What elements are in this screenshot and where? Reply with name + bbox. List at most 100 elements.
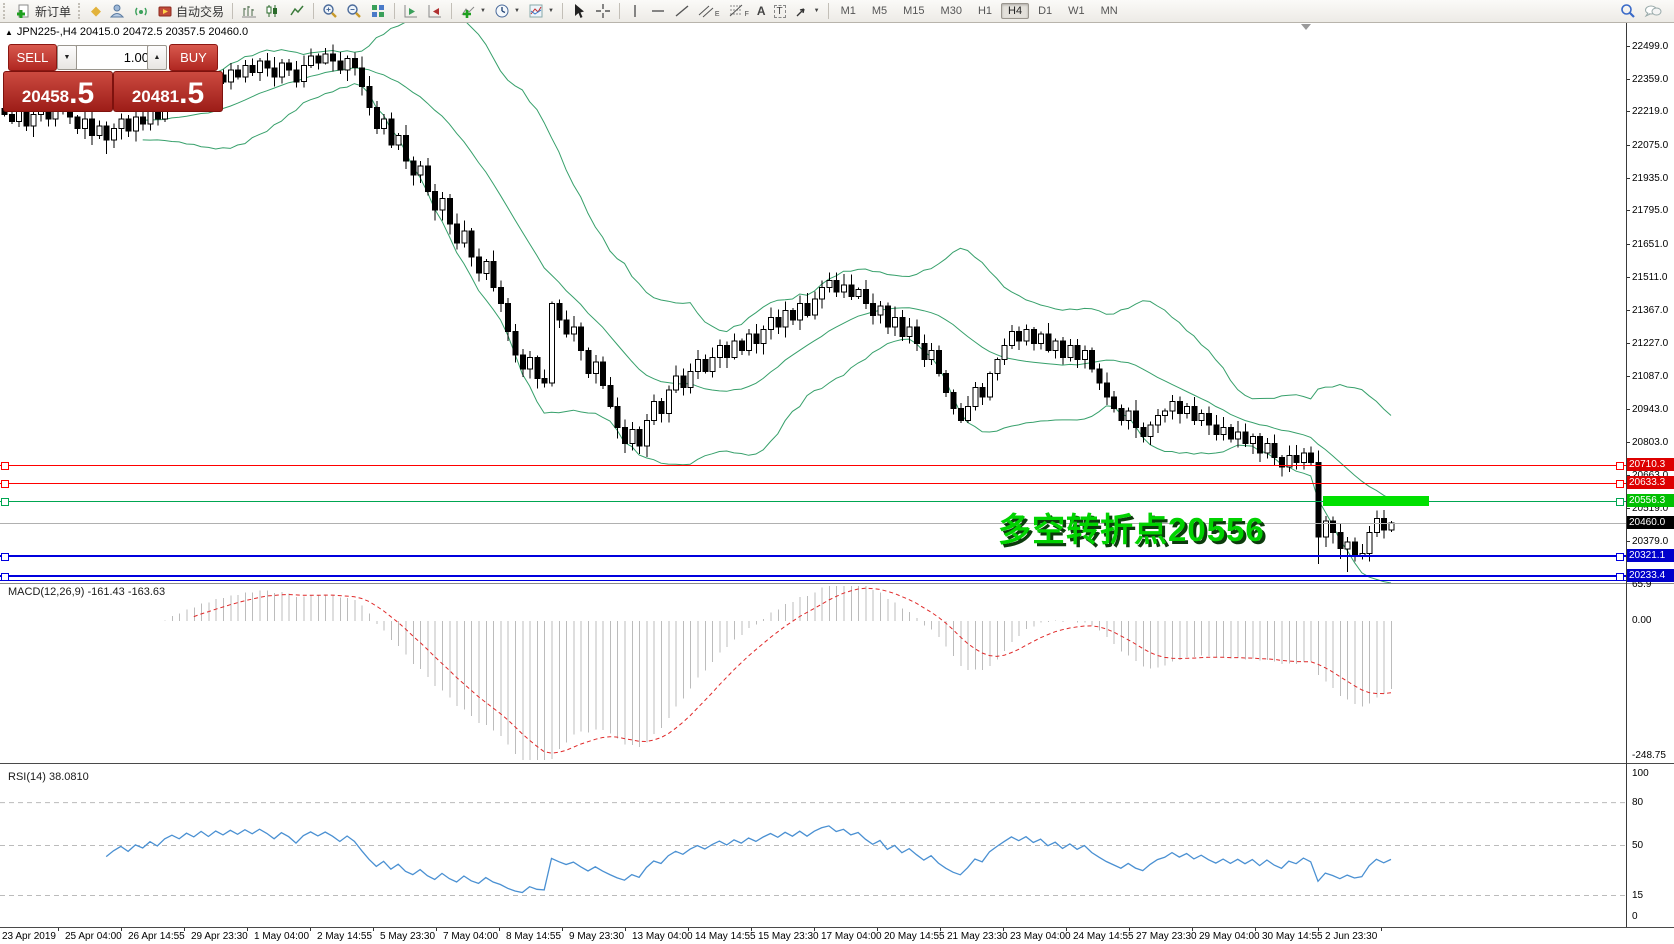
horizontal-level-line[interactable]	[0, 501, 1626, 502]
horizontal-level-line[interactable]	[0, 465, 1626, 466]
vertical-line-button[interactable]	[624, 1, 646, 21]
horizontal-level-line[interactable]	[0, 555, 1626, 557]
candle-body	[695, 359, 701, 372]
candle-body	[337, 60, 344, 71]
time-tick-mark	[184, 928, 185, 931]
zoom-in-button[interactable]	[318, 1, 342, 21]
text-tool-button[interactable]: A	[753, 1, 770, 21]
time-axis[interactable]: 23 Apr 2019 25 Apr 04:00 26 Apr 14:55 29 Ap…	[0, 928, 1674, 944]
volume-input[interactable]	[76, 45, 156, 70]
candle-body	[950, 391, 957, 410]
indicators-button[interactable]: ▼	[456, 1, 490, 21]
bar-chart-button[interactable]	[237, 1, 261, 21]
candle-body	[395, 135, 402, 146]
new-order-button[interactable]: 新订单	[12, 1, 75, 21]
fibonacci-icon	[729, 4, 742, 17]
chart-title: JPN225-,H4 20415.0 20472.5 20357.5 20460…	[16, 26, 249, 38]
price-tick-mark	[1626, 111, 1630, 112]
volume-decrease-button[interactable]: ▼	[57, 45, 77, 70]
auto-scroll-icon	[404, 5, 418, 18]
candle-body	[760, 328, 767, 344]
volume-increase-button[interactable]: ▲	[147, 45, 167, 70]
time-axis-label: 17 May 04:00	[821, 931, 882, 942]
timeframe-M5[interactable]: M5	[871, 5, 888, 17]
time-axis-label: 26 Apr 14:55	[128, 931, 185, 942]
candle-body	[658, 401, 665, 414]
auto-scroll-button[interactable]	[399, 1, 423, 21]
text-label-button[interactable]: T	[770, 1, 790, 21]
timeframe-M30[interactable]: M30	[940, 5, 962, 17]
horizontal-line-button[interactable]	[646, 1, 670, 21]
periods-button[interactable]: ▼	[490, 1, 524, 21]
zoom-out-button[interactable]	[342, 1, 366, 21]
price-tick-mark	[1626, 475, 1630, 476]
highlight-rectangle[interactable]	[1323, 496, 1429, 506]
candle-body	[892, 317, 899, 328]
price-tick-label: 21511.0	[1632, 272, 1668, 283]
equidistant-channel-button[interactable]: E	[694, 1, 724, 21]
timeframe-M1[interactable]: M1	[840, 5, 856, 17]
candle-body	[797, 303, 804, 321]
timeframe-W1[interactable]: W1	[1068, 5, 1085, 17]
buy-button[interactable]: BUY	[169, 44, 218, 71]
tile-windows-button[interactable]	[366, 1, 390, 21]
candle-body	[1315, 461, 1322, 538]
candle-body	[556, 303, 563, 321]
market-depth-button[interactable]: ◆	[87, 1, 105, 21]
macd-indicator-pane[interactable]	[0, 584, 1674, 762]
line-chart-button[interactable]	[285, 1, 309, 21]
fibonacci-button[interactable]: F	[724, 1, 753, 21]
templates-button[interactable]: ▼	[524, 1, 558, 21]
autotrading-button[interactable]: 自动交易	[153, 1, 228, 21]
line-end-marker	[1616, 553, 1624, 561]
candle-body	[1300, 452, 1307, 463]
candle-body	[1045, 333, 1052, 351]
horizontal-level-line[interactable]	[0, 483, 1626, 484]
sell-button[interactable]: SELL	[8, 44, 57, 71]
timeframe-H4[interactable]: H4	[1001, 3, 1030, 19]
price-tick-label: 22499.0	[1632, 41, 1669, 52]
candle-body	[1322, 520, 1329, 538]
price-tick-mark	[1626, 178, 1630, 179]
signals-icon	[135, 7, 147, 16]
buy-price-button[interactable]: 20481 .5	[113, 71, 223, 112]
bid-price-line[interactable]	[0, 523, 1626, 524]
candle-body	[1008, 331, 1015, 347]
timeframe-D1[interactable]: D1	[1038, 5, 1053, 17]
sell-price-button[interactable]: 20458 .5	[3, 71, 113, 112]
time-tick-mark	[751, 928, 752, 931]
candlestick-chart-button[interactable]	[261, 1, 285, 21]
pane-separator[interactable]	[0, 583, 1674, 584]
caret-down-icon: ▼	[480, 8, 486, 14]
timeframe-H1[interactable]: H1	[977, 5, 993, 17]
timeframe-MN[interactable]: MN	[1100, 5, 1118, 17]
time-axis-label: 5 May 23:30	[380, 931, 436, 942]
signals-button[interactable]	[129, 1, 153, 21]
search-button[interactable]	[1616, 1, 1640, 21]
candle-body	[1111, 396, 1118, 410]
price-chart[interactable]	[0, 22, 1674, 583]
arrow-shape-icon	[796, 8, 805, 17]
sell-price-pips: .5	[69, 77, 95, 110]
chart-annotation-text[interactable]: 多空转折点20556	[998, 511, 1265, 548]
line-end-marker	[1, 553, 9, 561]
horizontal-level-line[interactable]	[0, 580, 1626, 581]
toolbar: 新订单 ◆ 自动交易	[0, 0, 1674, 23]
rsi-indicator-pane[interactable]	[0, 769, 1674, 927]
chat-button[interactable]	[1640, 1, 1666, 21]
arrows-button[interactable]: ▼	[790, 1, 824, 21]
chart-shift-button[interactable]	[423, 1, 447, 21]
cursor-button[interactable]	[567, 1, 591, 21]
horizontal-level-line[interactable]	[0, 575, 1626, 577]
crosshair-button[interactable]	[591, 1, 615, 21]
price-tick-mark	[1626, 541, 1630, 542]
trendline-button[interactable]	[670, 1, 694, 21]
candle-body	[249, 64, 256, 73]
collapse-panel-icon[interactable]: ▲	[5, 27, 13, 37]
candle-body	[1030, 328, 1037, 344]
candle-body	[965, 405, 972, 421]
accounts-button[interactable]	[105, 1, 129, 21]
candle-body	[519, 354, 526, 370]
time-tick-mark	[247, 928, 248, 931]
timeframe-M15[interactable]: M15	[903, 5, 925, 17]
